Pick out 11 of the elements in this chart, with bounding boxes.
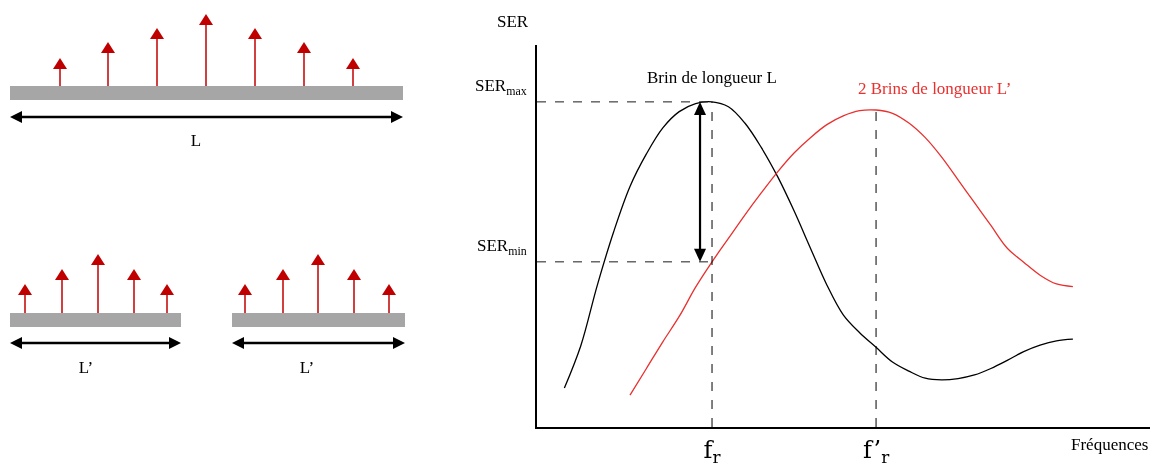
ref-line-label: SER$_{max}$	[475, 76, 527, 98]
series-label: 2 Brins de longueur L’	[858, 79, 1012, 98]
x-tick-label: f’$_{r}$	[862, 435, 891, 467]
series-label: Brin de longueur L	[647, 68, 777, 87]
text: L’	[299, 358, 315, 377]
x-axis-title: Fréquences	[1071, 435, 1149, 454]
ref-line-label: SER$_{min}$	[477, 236, 527, 258]
x-tick-label: f$_{r}$	[703, 435, 722, 467]
text: L’	[78, 358, 94, 377]
y-axis-title: SER	[497, 12, 529, 31]
text: L	[190, 131, 202, 150]
